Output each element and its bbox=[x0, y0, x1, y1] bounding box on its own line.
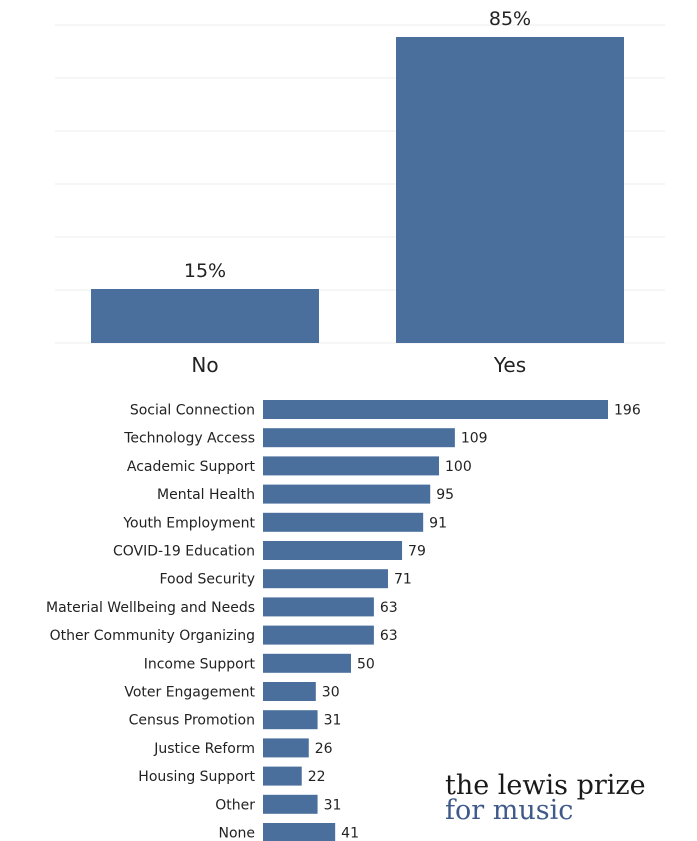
topics-horizontal-bar-chart: Social Connection 196 Technology Access 109… bbox=[46, 400, 641, 841]
category-label: Yes bbox=[493, 353, 526, 377]
bar bbox=[263, 766, 302, 786]
bar bbox=[263, 456, 440, 476]
category-label: Voter Engagement bbox=[124, 685, 255, 701]
bar-yes bbox=[396, 37, 624, 343]
bar bbox=[263, 653, 352, 673]
bar bbox=[263, 512, 424, 532]
data-label: 15% bbox=[184, 260, 226, 282]
category-label: Food Security bbox=[159, 572, 255, 588]
data-label: 63 bbox=[380, 600, 398, 616]
yes-no-bar-chart: 15% No 85% Yes bbox=[55, 8, 665, 377]
category-label: Mental Health bbox=[157, 487, 255, 503]
bar bbox=[263, 484, 431, 504]
bar bbox=[263, 738, 309, 758]
logo-line-2: for music bbox=[445, 795, 574, 826]
category-label: No bbox=[191, 353, 218, 377]
category-label: Justice Reform bbox=[153, 741, 255, 757]
category-label: None bbox=[218, 826, 255, 841]
bar bbox=[263, 710, 318, 730]
category-label: Other Community Organizing bbox=[50, 628, 255, 644]
data-label: 50 bbox=[357, 656, 375, 672]
data-label: 100 bbox=[445, 459, 472, 475]
lewis-prize-logo: the lewis prize for music bbox=[445, 772, 646, 824]
category-label: Census Promotion bbox=[129, 713, 255, 729]
logo-line-1: the lewis prize bbox=[445, 770, 646, 801]
data-label: 31 bbox=[324, 797, 342, 813]
data-label: 31 bbox=[324, 713, 342, 729]
bar bbox=[263, 597, 374, 617]
bar bbox=[263, 625, 374, 645]
data-label: 26 bbox=[315, 741, 333, 757]
data-label: 22 bbox=[308, 769, 326, 785]
data-label: 41 bbox=[341, 826, 359, 841]
category-label: Academic Support bbox=[127, 459, 256, 475]
data-label: 109 bbox=[461, 431, 488, 447]
category-label: Technology Access bbox=[123, 431, 255, 447]
data-label: 79 bbox=[408, 544, 426, 560]
bar bbox=[263, 823, 336, 841]
category-label: Material Wellbeing and Needs bbox=[46, 600, 255, 616]
category-label: Social Connection bbox=[130, 403, 255, 419]
data-label: 196 bbox=[614, 403, 641, 419]
bar bbox=[263, 569, 388, 589]
data-label: 30 bbox=[322, 685, 340, 701]
data-label: 63 bbox=[380, 628, 398, 644]
data-label: 71 bbox=[394, 572, 412, 588]
category-label: Youth Employment bbox=[122, 515, 255, 531]
bar-no bbox=[91, 289, 319, 343]
bar bbox=[263, 541, 403, 560]
data-label: 85% bbox=[489, 8, 531, 30]
category-label: Income Support bbox=[144, 656, 256, 672]
bar bbox=[263, 682, 316, 701]
category-label: COVID-19 Education bbox=[113, 544, 255, 560]
bar bbox=[263, 428, 455, 448]
bar bbox=[263, 794, 318, 814]
data-label: 95 bbox=[436, 487, 454, 503]
category-label: Other bbox=[215, 797, 255, 813]
category-label: Housing Support bbox=[138, 769, 255, 785]
bar bbox=[263, 400, 608, 419]
data-label: 91 bbox=[429, 515, 447, 531]
